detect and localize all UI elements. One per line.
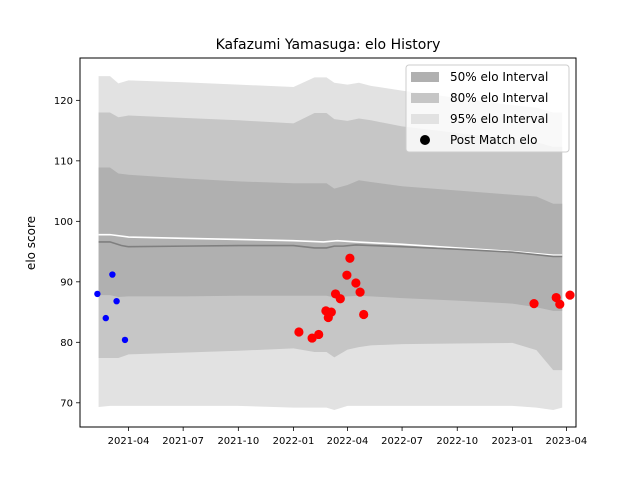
- data-point: [94, 290, 101, 298]
- data-point: [314, 329, 324, 340]
- y-tick-label: 90: [60, 277, 73, 288]
- legend-box: [405, 64, 570, 153]
- series-line-1: [98, 241, 563, 258]
- legend-swatch: [411, 93, 439, 103]
- y-tick-label: 110: [54, 156, 73, 167]
- data-point: [121, 336, 129, 344]
- x-tick-label: 2022-01: [273, 436, 315, 447]
- data-point: [345, 253, 355, 263]
- x-tick-label: 2023-01: [492, 436, 534, 447]
- data-point: [359, 309, 369, 320]
- data-point: [294, 327, 304, 337]
- data-point: [555, 299, 565, 309]
- data-point: [335, 294, 345, 304]
- y-tick-label: 80: [60, 338, 73, 349]
- data-point: [326, 307, 336, 317]
- y-tick-label: 70: [60, 398, 73, 409]
- legend: 50% elo Interval 80% elo Interval 95% elo …: [405, 64, 570, 153]
- interval-50-band: [98, 167, 563, 311]
- legend-marker: [420, 135, 430, 145]
- y-tick-label: 120: [54, 96, 73, 107]
- x-tick-label: 2022-10: [436, 436, 478, 447]
- data-point: [355, 287, 365, 297]
- x-tick-label: 2022-04: [327, 436, 369, 447]
- y-axis-title: elo score: [24, 216, 38, 270]
- legend-label: 80% elo Interval: [450, 91, 548, 105]
- x-tick-label: 2021-04: [108, 436, 150, 447]
- axes: 2021-04 2021-07 2021-10 2022-01 2022-04 2022-…: [54, 57, 588, 447]
- legend-label: 95% elo Interval: [450, 112, 548, 126]
- x-tick-label: 2021-10: [217, 436, 259, 447]
- plot-frame: [79, 57, 577, 428]
- data-point: [565, 290, 575, 300]
- x-tick-label: 2023-04: [546, 436, 588, 447]
- data-point: [113, 297, 120, 305]
- legend-swatch: [411, 72, 439, 82]
- data-point: [342, 270, 352, 280]
- data-point: [529, 299, 539, 309]
- legend-swatch: [411, 114, 439, 124]
- data-point: [109, 271, 116, 278]
- data-point: [351, 278, 361, 288]
- y-tick-label: 100: [54, 217, 73, 228]
- legend-label: 50% elo Interval: [450, 70, 548, 84]
- x-tick-label: 2022-07: [381, 436, 423, 447]
- data-point: [102, 314, 109, 322]
- legend-label: Post Match elo: [450, 133, 537, 147]
- chart-title: Kafazumi Yamasuga: elo History: [216, 37, 441, 53]
- x-tick-label: 2021-07: [162, 436, 204, 447]
- plot-area: [94, 76, 575, 411]
